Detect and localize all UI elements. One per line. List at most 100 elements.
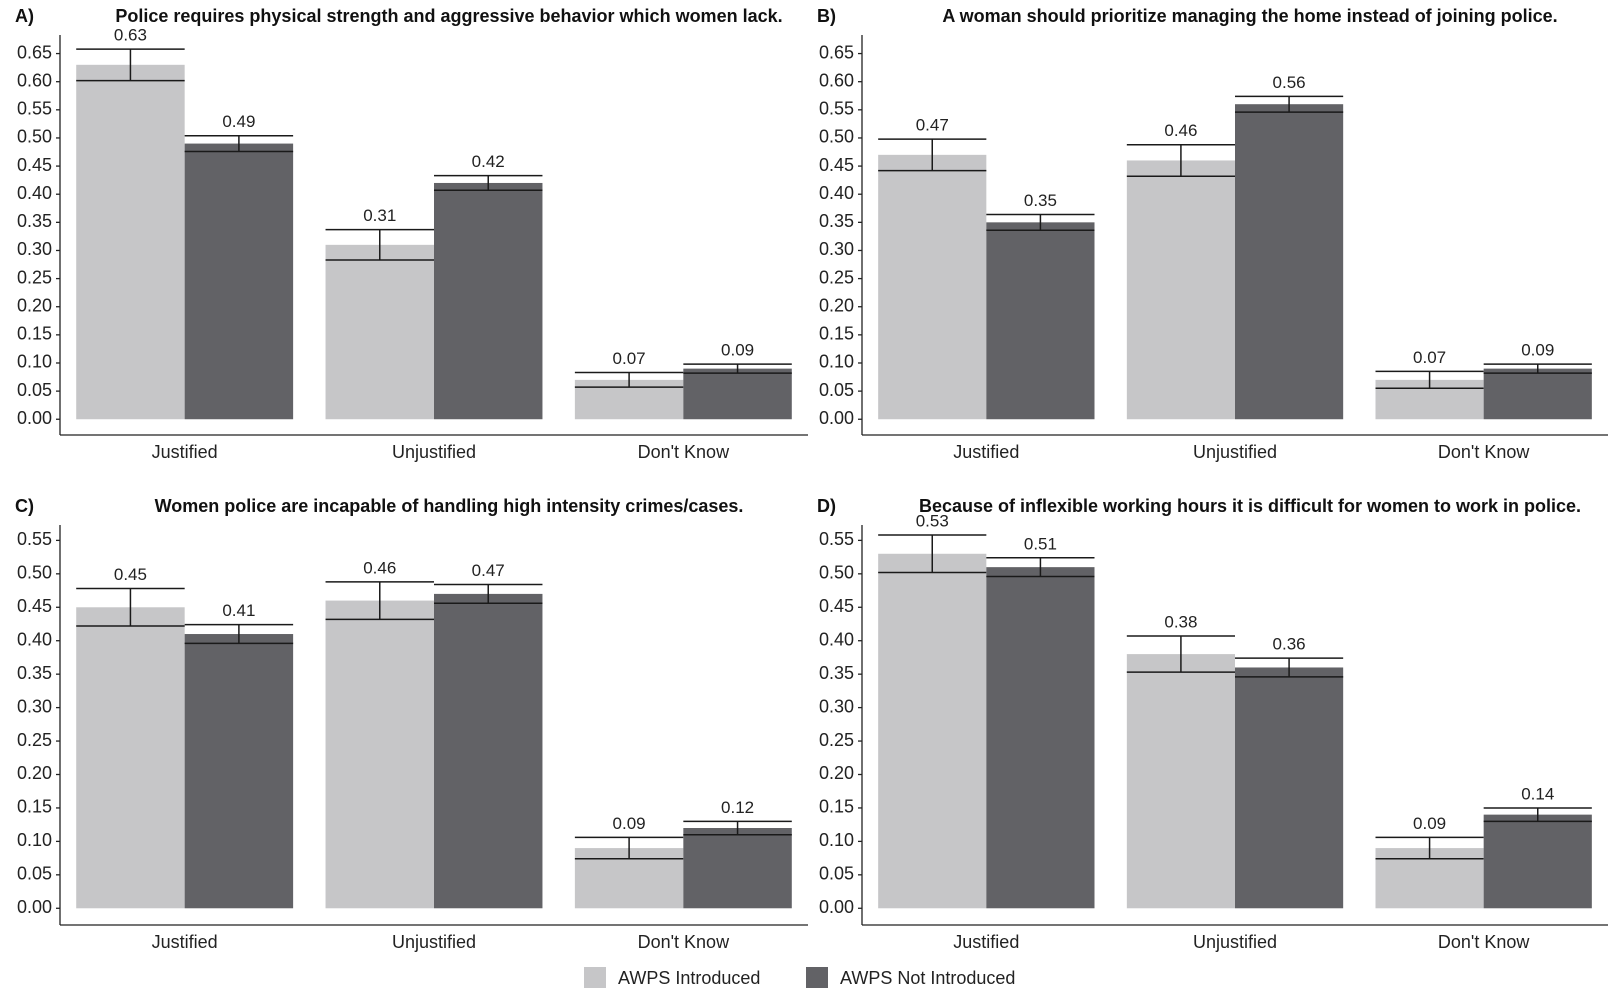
y-tick-label: 0.45	[819, 596, 854, 616]
error-bar	[986, 557, 1095, 578]
y-tick-label: 0.05	[17, 380, 52, 400]
error-bar	[574, 371, 684, 388]
y-tick-label: 0.25	[17, 267, 52, 287]
y-tick-label: 0.35	[819, 211, 854, 231]
x-tick-label: Don't Know	[1438, 932, 1530, 952]
y-tick-label: 0.25	[819, 730, 854, 750]
bar	[878, 154, 987, 420]
legend-label: AWPS Introduced	[618, 968, 760, 988]
y-tick-label: 0.05	[17, 864, 52, 884]
bar	[986, 222, 1095, 420]
panel-label: C)	[15, 496, 34, 516]
y-tick-label: 0.00	[17, 408, 52, 428]
y-tick-label: 0.45	[819, 155, 854, 175]
error-bar	[1235, 95, 1344, 113]
y-tick-label: 0.00	[17, 897, 52, 917]
y-tick-label: 0.20	[17, 763, 52, 783]
error-bar	[76, 48, 185, 82]
bar	[1126, 654, 1235, 909]
y-tick-label: 0.65	[17, 42, 52, 62]
bar	[878, 553, 987, 909]
y-tick-label: 0.45	[17, 155, 52, 175]
legend-swatch	[584, 967, 606, 988]
x-tick-label: Unjustified	[1193, 932, 1277, 952]
x-tick-label: Justified	[152, 932, 218, 952]
x-tick-label: Don't Know	[1438, 442, 1530, 462]
bar	[1235, 667, 1344, 909]
y-tick-label: 0.55	[819, 99, 854, 119]
y-tick-label: 0.10	[17, 830, 52, 850]
y-tick-label: 0.25	[819, 267, 854, 287]
x-tick-label: Don't Know	[638, 442, 730, 462]
y-tick-label: 0.25	[17, 730, 52, 750]
bar	[434, 593, 543, 909]
bar	[325, 600, 434, 909]
bar	[683, 368, 792, 420]
error-bar	[1126, 143, 1235, 177]
data-label: 0.09	[1413, 814, 1446, 833]
data-label: 0.51	[1024, 534, 1057, 553]
y-tick-label: 0.20	[819, 763, 854, 783]
x-tick-label: Unjustified	[1193, 442, 1277, 462]
error-bar	[1483, 807, 1592, 823]
error-bar	[1375, 836, 1484, 860]
data-label: 0.47	[916, 116, 949, 135]
y-tick-label: 0.05	[819, 864, 854, 884]
y-tick-label: 0.10	[819, 830, 854, 850]
panel-label: B)	[817, 6, 836, 26]
y-tick-label: 0.50	[819, 127, 854, 147]
y-tick-label: 0.40	[819, 629, 854, 649]
bar	[76, 64, 185, 420]
data-label: 0.07	[613, 349, 646, 368]
y-tick-label: 0.35	[819, 663, 854, 683]
data-label: 0.53	[916, 512, 949, 531]
y-tick-label: 0.15	[819, 797, 854, 817]
bar	[325, 244, 434, 420]
y-tick-label: 0.15	[819, 324, 854, 344]
y-tick-label: 0.50	[17, 563, 52, 583]
bar	[434, 182, 543, 420]
chart-title: Police requires physical strength and ag…	[115, 6, 782, 26]
data-label: 0.12	[721, 798, 754, 817]
y-tick-label: 0.30	[17, 239, 52, 259]
x-tick-label: Justified	[953, 442, 1019, 462]
y-tick-label: 0.55	[17, 99, 52, 119]
bar	[683, 828, 792, 909]
error-bar	[76, 587, 185, 627]
data-label: 0.45	[114, 565, 147, 584]
y-tick-label: 0.10	[819, 352, 854, 372]
y-tick-label: 0.40	[17, 183, 52, 203]
y-tick-label: 0.00	[819, 408, 854, 428]
error-bar	[325, 228, 434, 261]
y-tick-label: 0.00	[819, 897, 854, 917]
y-tick-label: 0.30	[17, 696, 52, 716]
y-tick-label: 0.60	[819, 70, 854, 90]
bar	[1126, 160, 1235, 420]
error-bar	[1375, 370, 1484, 390]
chart-title: Because of inflexible working hours it i…	[919, 496, 1581, 516]
data-label: 0.47	[472, 561, 505, 580]
error-bar	[184, 134, 294, 153]
y-tick-label: 0.50	[819, 563, 854, 583]
y-tick-label: 0.05	[819, 380, 854, 400]
y-tick-label: 0.40	[17, 629, 52, 649]
x-tick-label: Justified	[152, 442, 218, 462]
y-tick-label: 0.65	[819, 42, 854, 62]
y-tick-label: 0.30	[819, 239, 854, 259]
data-label: 0.07	[1413, 348, 1446, 367]
error-bar	[434, 583, 543, 605]
error-bar	[683, 363, 792, 374]
bar	[184, 634, 294, 909]
data-label: 0.14	[1521, 784, 1554, 803]
panel-label: A)	[15, 6, 34, 26]
error-bar	[878, 138, 987, 172]
y-tick-label: 0.15	[17, 324, 52, 344]
error-bar	[1483, 363, 1592, 374]
bar	[184, 143, 294, 420]
bar	[1483, 368, 1592, 420]
y-tick-label: 0.60	[17, 70, 52, 90]
y-tick-label: 0.45	[17, 596, 52, 616]
bar	[76, 607, 185, 909]
data-label: 0.38	[1164, 613, 1197, 632]
